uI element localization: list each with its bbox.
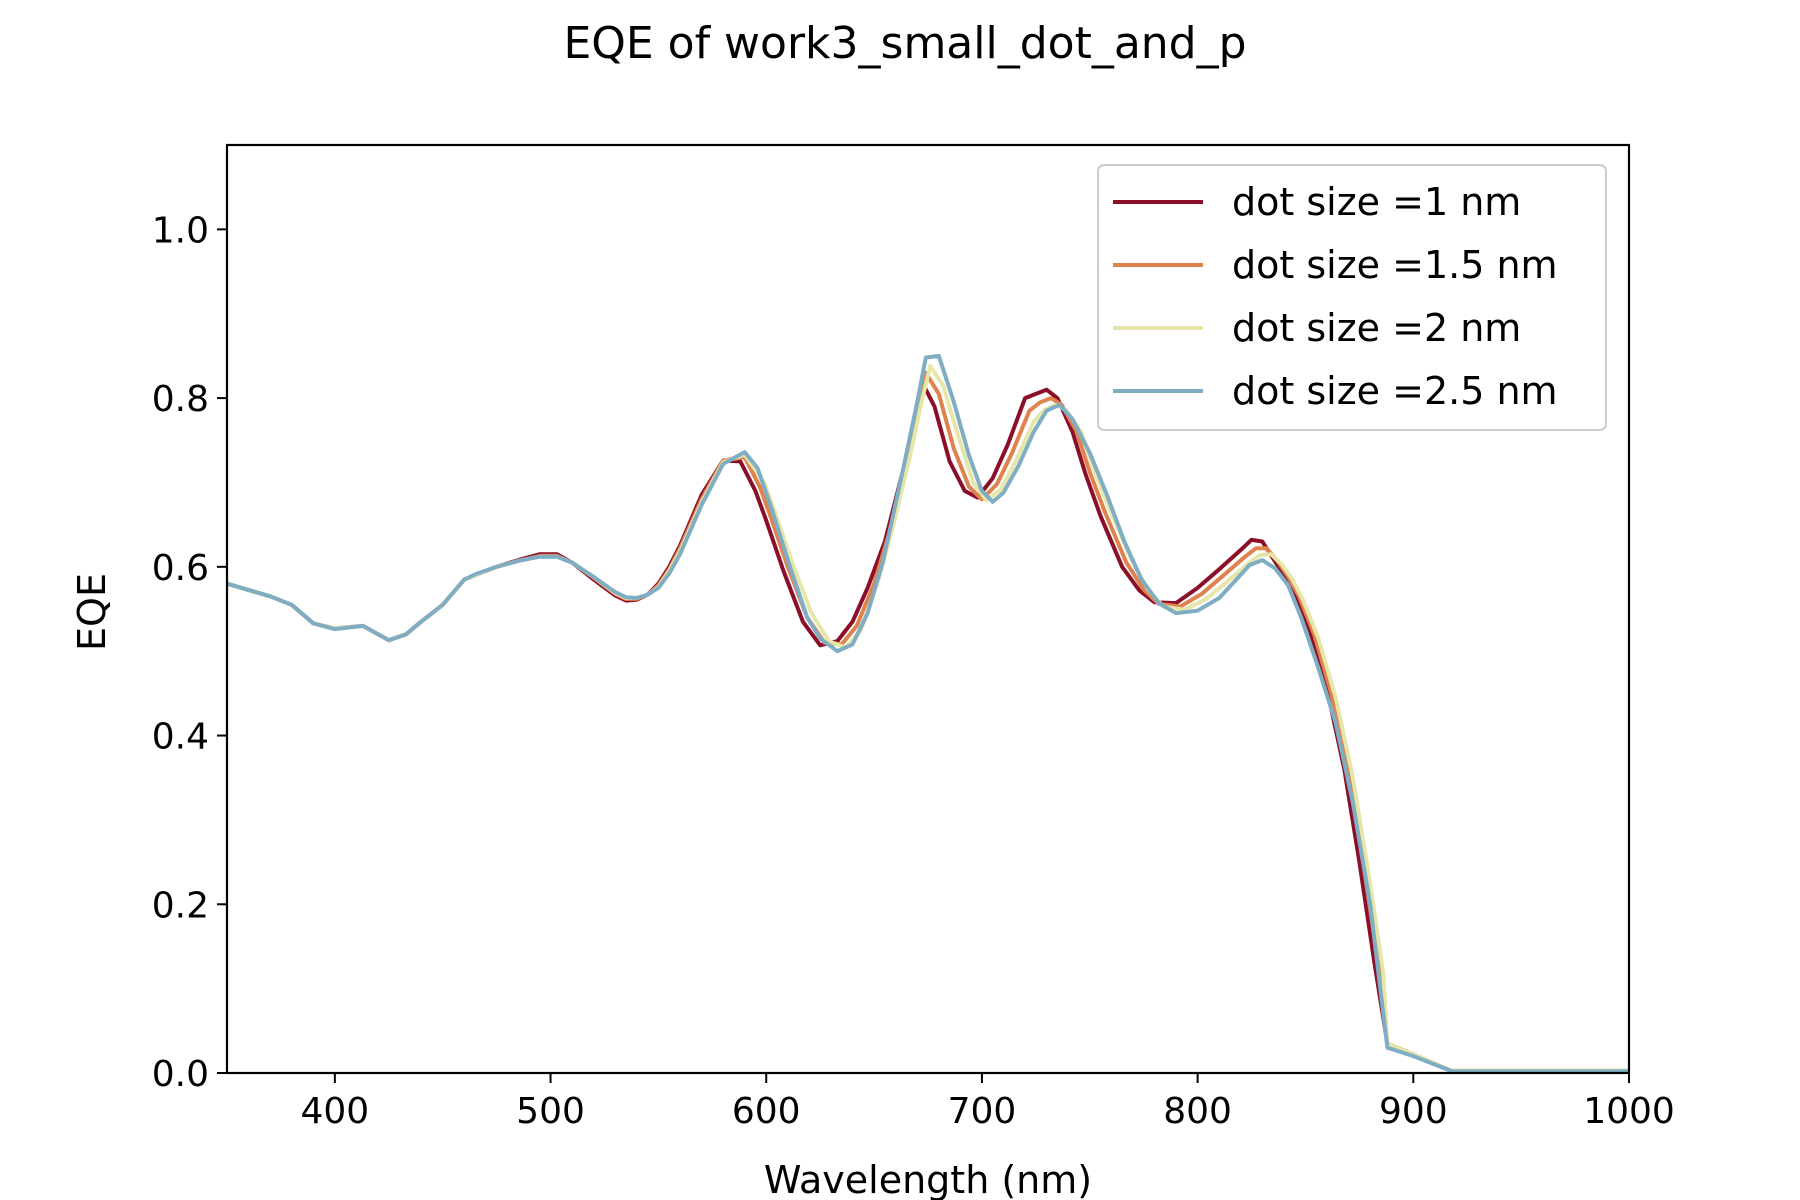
x-tick-label: 800 <box>1163 1091 1232 1132</box>
y-tick-label: 0.0 <box>152 1054 209 1095</box>
y-tick-label: 0.8 <box>152 379 209 420</box>
y-tick-label: 1.0 <box>152 210 209 251</box>
x-tick-label: 700 <box>948 1091 1017 1132</box>
legend: dot size =1 nm dot size =1.5 nm dot size =… <box>1097 164 1607 431</box>
y-tick-label: 0.2 <box>152 885 209 926</box>
y-axis: 0.0 0.2 0.4 0.6 0.8 1.0 <box>152 210 227 1095</box>
x-axis: 400 500 600 700 800 900 1000 <box>300 1073 1675 1132</box>
series-line-4 <box>227 353 1629 1073</box>
y-tick-label: 0.6 <box>152 548 209 589</box>
x-tick-label: 1000 <box>1583 1091 1675 1132</box>
legend-box <box>1097 164 1607 431</box>
x-tick-label: 500 <box>516 1091 585 1132</box>
legend-label-3: dot size =2 nm <box>1232 306 1521 350</box>
legend-label-1: dot size =1 nm <box>1232 180 1521 224</box>
x-axis-label: Wavelength (nm) <box>764 1158 1092 1200</box>
legend-label-4: dot size =2.5 nm <box>1232 369 1558 413</box>
series-layer <box>227 353 1629 1073</box>
x-tick-label: 900 <box>1379 1091 1448 1132</box>
x-tick-label: 400 <box>300 1091 369 1132</box>
x-tick-label: 600 <box>732 1091 801 1132</box>
plot-frame <box>225 143 1631 1075</box>
y-tick-label: 0.4 <box>152 717 209 758</box>
y-axis-label: EQE <box>70 573 114 651</box>
legend-label-2: dot size =1.5 nm <box>1232 243 1558 287</box>
chart-title: EQE of work3_small_dot_and_p <box>563 18 1246 69</box>
